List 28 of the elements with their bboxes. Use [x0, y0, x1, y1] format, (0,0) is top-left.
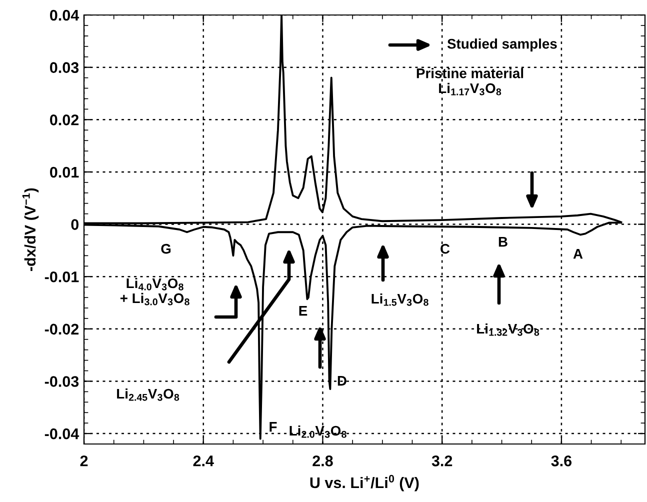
y-axis-title: -dx/dV (V$^{−1}$) [22, 188, 39, 271]
y-tick-label: -0.03 [44, 376, 79, 387]
annotation: A [573, 249, 583, 259]
y-tick-label: 0.04 [50, 10, 80, 21]
y-tick-label: 0 [71, 219, 79, 230]
y-tick-label: 0.03 [50, 62, 79, 74]
x-tick-label: 2.8 [312, 456, 333, 466]
y-tick-label: -0.01 [44, 271, 79, 282]
x-tick-label: 2.4 [193, 456, 214, 466]
annotation: D [338, 376, 346, 386]
y-tick-label: 0.02 [50, 114, 79, 126]
y-tick-label: -0.04 [44, 428, 80, 440]
annotation: G [161, 244, 171, 254]
annotation: F [270, 422, 277, 432]
annotation: E [299, 306, 308, 316]
annotation: Studied samples [447, 38, 557, 52]
x-tick-label: 2 [80, 456, 88, 466]
y-tick-label: -0.02 [44, 324, 79, 335]
y-tick-label: 0.01 [50, 166, 79, 178]
annotation: Li$_{2.45}$V$_{3}$O$_{8}$ [117, 388, 180, 401]
text: Li$_{4.0}$V$_{3}$O$_{8}$ + Li$_{3.0}$V$_{3}$O$_{8}$ [120, 278, 190, 306]
x-tick-label: 3.6 [551, 456, 572, 466]
annotation: Pristine material Li$_{1.17}$V$_{3}$O$_{8}$ [416, 68, 524, 96]
x-tick-label: 3.2 [432, 456, 452, 466]
annotation: Li$_{1.32}$V$_{3}$O$_{8}$ [477, 323, 540, 336]
annotation: B [498, 237, 508, 247]
x-axis-title: U vs. Li$^{+}$/Li$^{0}$ (V) [310, 474, 419, 492]
annotation: Li$_{1.5}$V$_{3}$O$_{8}$ [372, 293, 428, 306]
